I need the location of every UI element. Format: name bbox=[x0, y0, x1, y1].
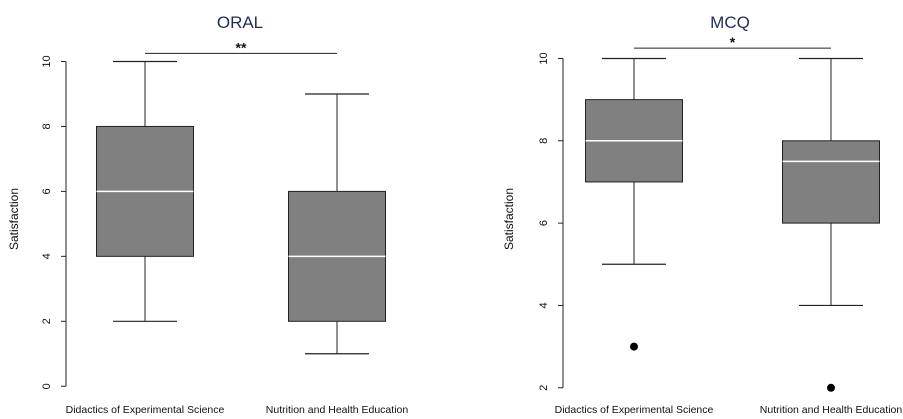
y-tick-label: 2 bbox=[41, 318, 53, 324]
y-tick-label: 2 bbox=[538, 385, 550, 391]
x-category-label: Didactics of Experimental Science bbox=[66, 404, 225, 416]
x-category-label: Nutrition and Health Education bbox=[760, 404, 903, 416]
y-axis-label: Satisfaction bbox=[7, 188, 21, 250]
y-axis-label: Satisfaction bbox=[502, 188, 516, 250]
y-tick-label: 6 bbox=[41, 188, 53, 194]
chart-title: MCQ bbox=[710, 13, 750, 32]
x-category-label: Nutrition and Health Education bbox=[266, 404, 409, 416]
significance-label: * bbox=[730, 34, 736, 50]
y-tick-label: 6 bbox=[538, 220, 550, 226]
x-category-label: Didactics of Experimental Science bbox=[555, 404, 714, 416]
significance-label: ** bbox=[236, 39, 247, 55]
y-tick-label: 4 bbox=[538, 302, 550, 308]
chart-title: ORAL bbox=[217, 13, 263, 32]
outlier-point bbox=[630, 342, 638, 351]
y-tick-label: 10 bbox=[538, 52, 550, 64]
y-tick-label: 0 bbox=[41, 383, 53, 389]
outlier-point bbox=[827, 383, 835, 392]
mcq-panel: MCQ Satisfaction 2 4 6 8 10 Didactics of Experi… bbox=[502, 13, 902, 416]
y-tick-label: 4 bbox=[41, 253, 53, 259]
oral-panel: ORAL Satisfaction 0 2 4 6 8 10 Didactics of Expe… bbox=[7, 13, 408, 416]
y-tick-label: 8 bbox=[41, 123, 53, 129]
y-tick-label: 10 bbox=[41, 55, 53, 67]
box-iqr bbox=[782, 140, 880, 224]
y-tick-label: 8 bbox=[538, 138, 550, 144]
